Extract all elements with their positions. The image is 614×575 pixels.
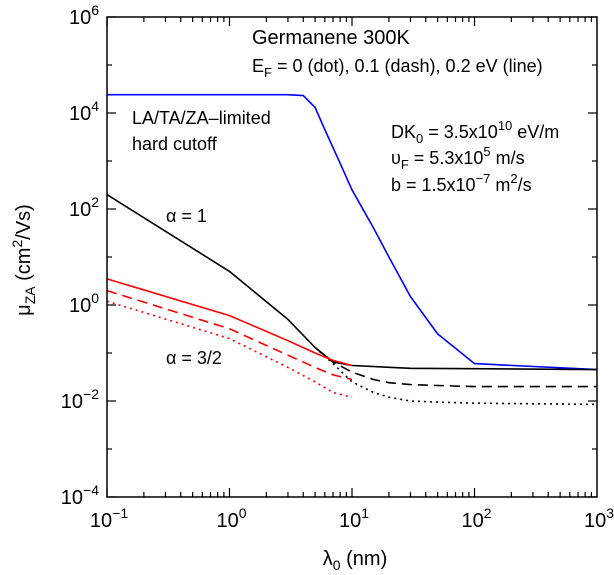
y-tick-label: 100 — [69, 290, 99, 317]
series-line-hard-cutoff-line — [107, 93, 598, 371]
annotation-param-b: b = 1.5x10−7 m2/s — [391, 171, 532, 195]
annotation-cutoff-line2: hard cutoff — [132, 134, 218, 154]
y-axis-label: μZA (cm2/Vs) — [9, 204, 38, 316]
x-tick-label: 100 — [216, 505, 246, 532]
series-line-alpha-3-2-line — [106, 278, 353, 367]
y-tick-label: 106 — [69, 2, 99, 29]
y-tick-label: 10−2 — [61, 386, 99, 413]
annotation-cutoff-line1: LA/TA/ZA–limited — [132, 108, 271, 128]
series-layer — [106, 93, 598, 406]
x-axis-label: λ0 (nm) — [323, 548, 387, 573]
x-tick-label: 10−1 — [90, 505, 128, 532]
annotation-alpha-1: α = 1 — [166, 206, 207, 226]
annotation-param-dk0: DK0 = 3.5x1010 eV/m — [391, 118, 559, 146]
y-tick-label: 104 — [69, 98, 99, 125]
y-tick-label: 10−4 — [61, 482, 99, 509]
chart-title: Germanene 300K — [252, 27, 411, 49]
series-line-alpha-1-dash — [314, 346, 597, 388]
series-line-alpha-3-2-dash — [106, 289, 353, 381]
annotation-param-vf: υF = 5.3x105 m/s — [391, 144, 525, 172]
annotation-alpha-3-2: α = 3/2 — [166, 348, 222, 368]
series-line-alpha-1-dot — [314, 346, 598, 406]
chart-subtitle: EF = 0 (dot), 0.1 (dash), 0.2 eV (line) — [252, 56, 543, 80]
x-tick-label: 102 — [461, 505, 491, 532]
plot-frame — [106, 16, 598, 498]
ticks-layer: 10−1 100 101 102 103 10−4 10−2 100 102 104 106 — [61, 2, 614, 532]
x-tick-label: 101 — [339, 505, 369, 532]
x-tick-label: 103 — [584, 505, 614, 532]
y-tick-label: 102 — [69, 194, 99, 221]
